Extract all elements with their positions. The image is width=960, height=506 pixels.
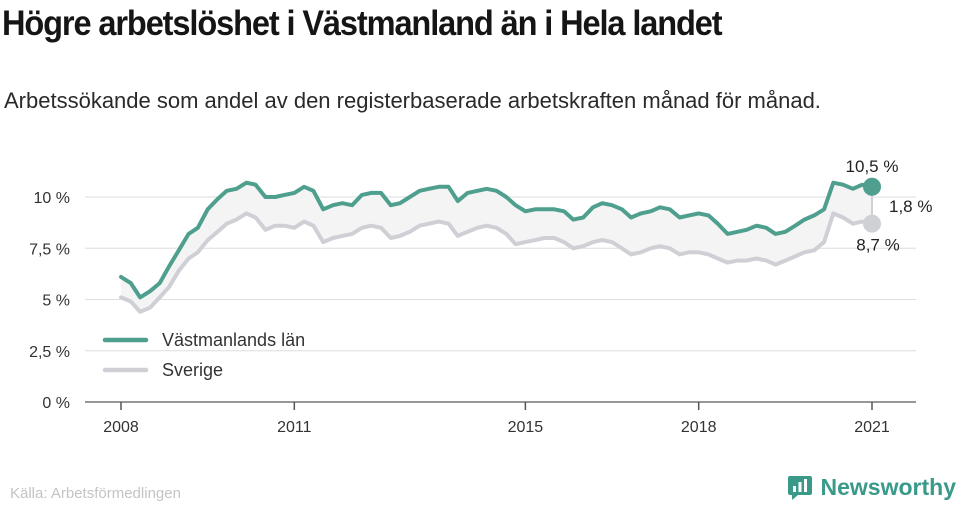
brand[interactable]: Newsworthy <box>786 473 956 501</box>
legend-label: Västmanlands län <box>162 330 305 350</box>
end-label-vastmanland: 10,5 % <box>846 157 899 176</box>
chart-subtitle: Arbetssökande som andel av den registerb… <box>4 88 821 113</box>
end-point-vastmanland <box>863 177 881 196</box>
x-axis: 2008 2011 2015 2018 2021 <box>103 402 890 436</box>
y-tick-label: 2,5 % <box>29 344 70 361</box>
legend-label: Sverige <box>162 360 223 380</box>
source-note: Källa: Arbetsförmedlingen <box>10 485 181 502</box>
y-tick-label: 5 % <box>42 293 70 310</box>
series-lines <box>119 180 874 314</box>
x-tick-label: 2021 <box>854 419 890 436</box>
end-point-sverige <box>863 214 881 233</box>
end-markers: 10,5 % 1,8 % 8,7 % <box>846 157 933 255</box>
difference-band <box>121 182 872 312</box>
chart-title: Högre arbetslöshet i Västmanland än i He… <box>2 4 723 43</box>
newsworthy-logo-icon <box>787 476 812 500</box>
y-tick-label: 10 % <box>34 190 70 207</box>
line-chart: 0 % 2,5 % 5 % 7,5 % 10 % 2008 2011 2015 2018 202… <box>29 157 933 436</box>
x-tick-label: 2015 <box>508 419 544 436</box>
end-label-sverige: 8,7 % <box>856 236 899 255</box>
series-line-sverige <box>119 211 874 314</box>
chart-legend: Västmanlands län Sverige <box>102 330 305 380</box>
y-tick-label: 7,5 % <box>29 241 70 258</box>
series-line-vastmanland <box>119 180 874 300</box>
y-axis-ticks: 0 % 2,5 % 5 % 7,5 % 10 % <box>29 190 70 412</box>
difference-label: 1,8 % <box>889 197 932 216</box>
brand-name: Newsworthy <box>820 473 956 500</box>
x-tick-label: 2011 <box>277 419 312 436</box>
x-tick-label: 2018 <box>681 419 717 436</box>
y-tick-label: 0 % <box>42 395 70 412</box>
x-tick-label: 2008 <box>103 419 139 436</box>
